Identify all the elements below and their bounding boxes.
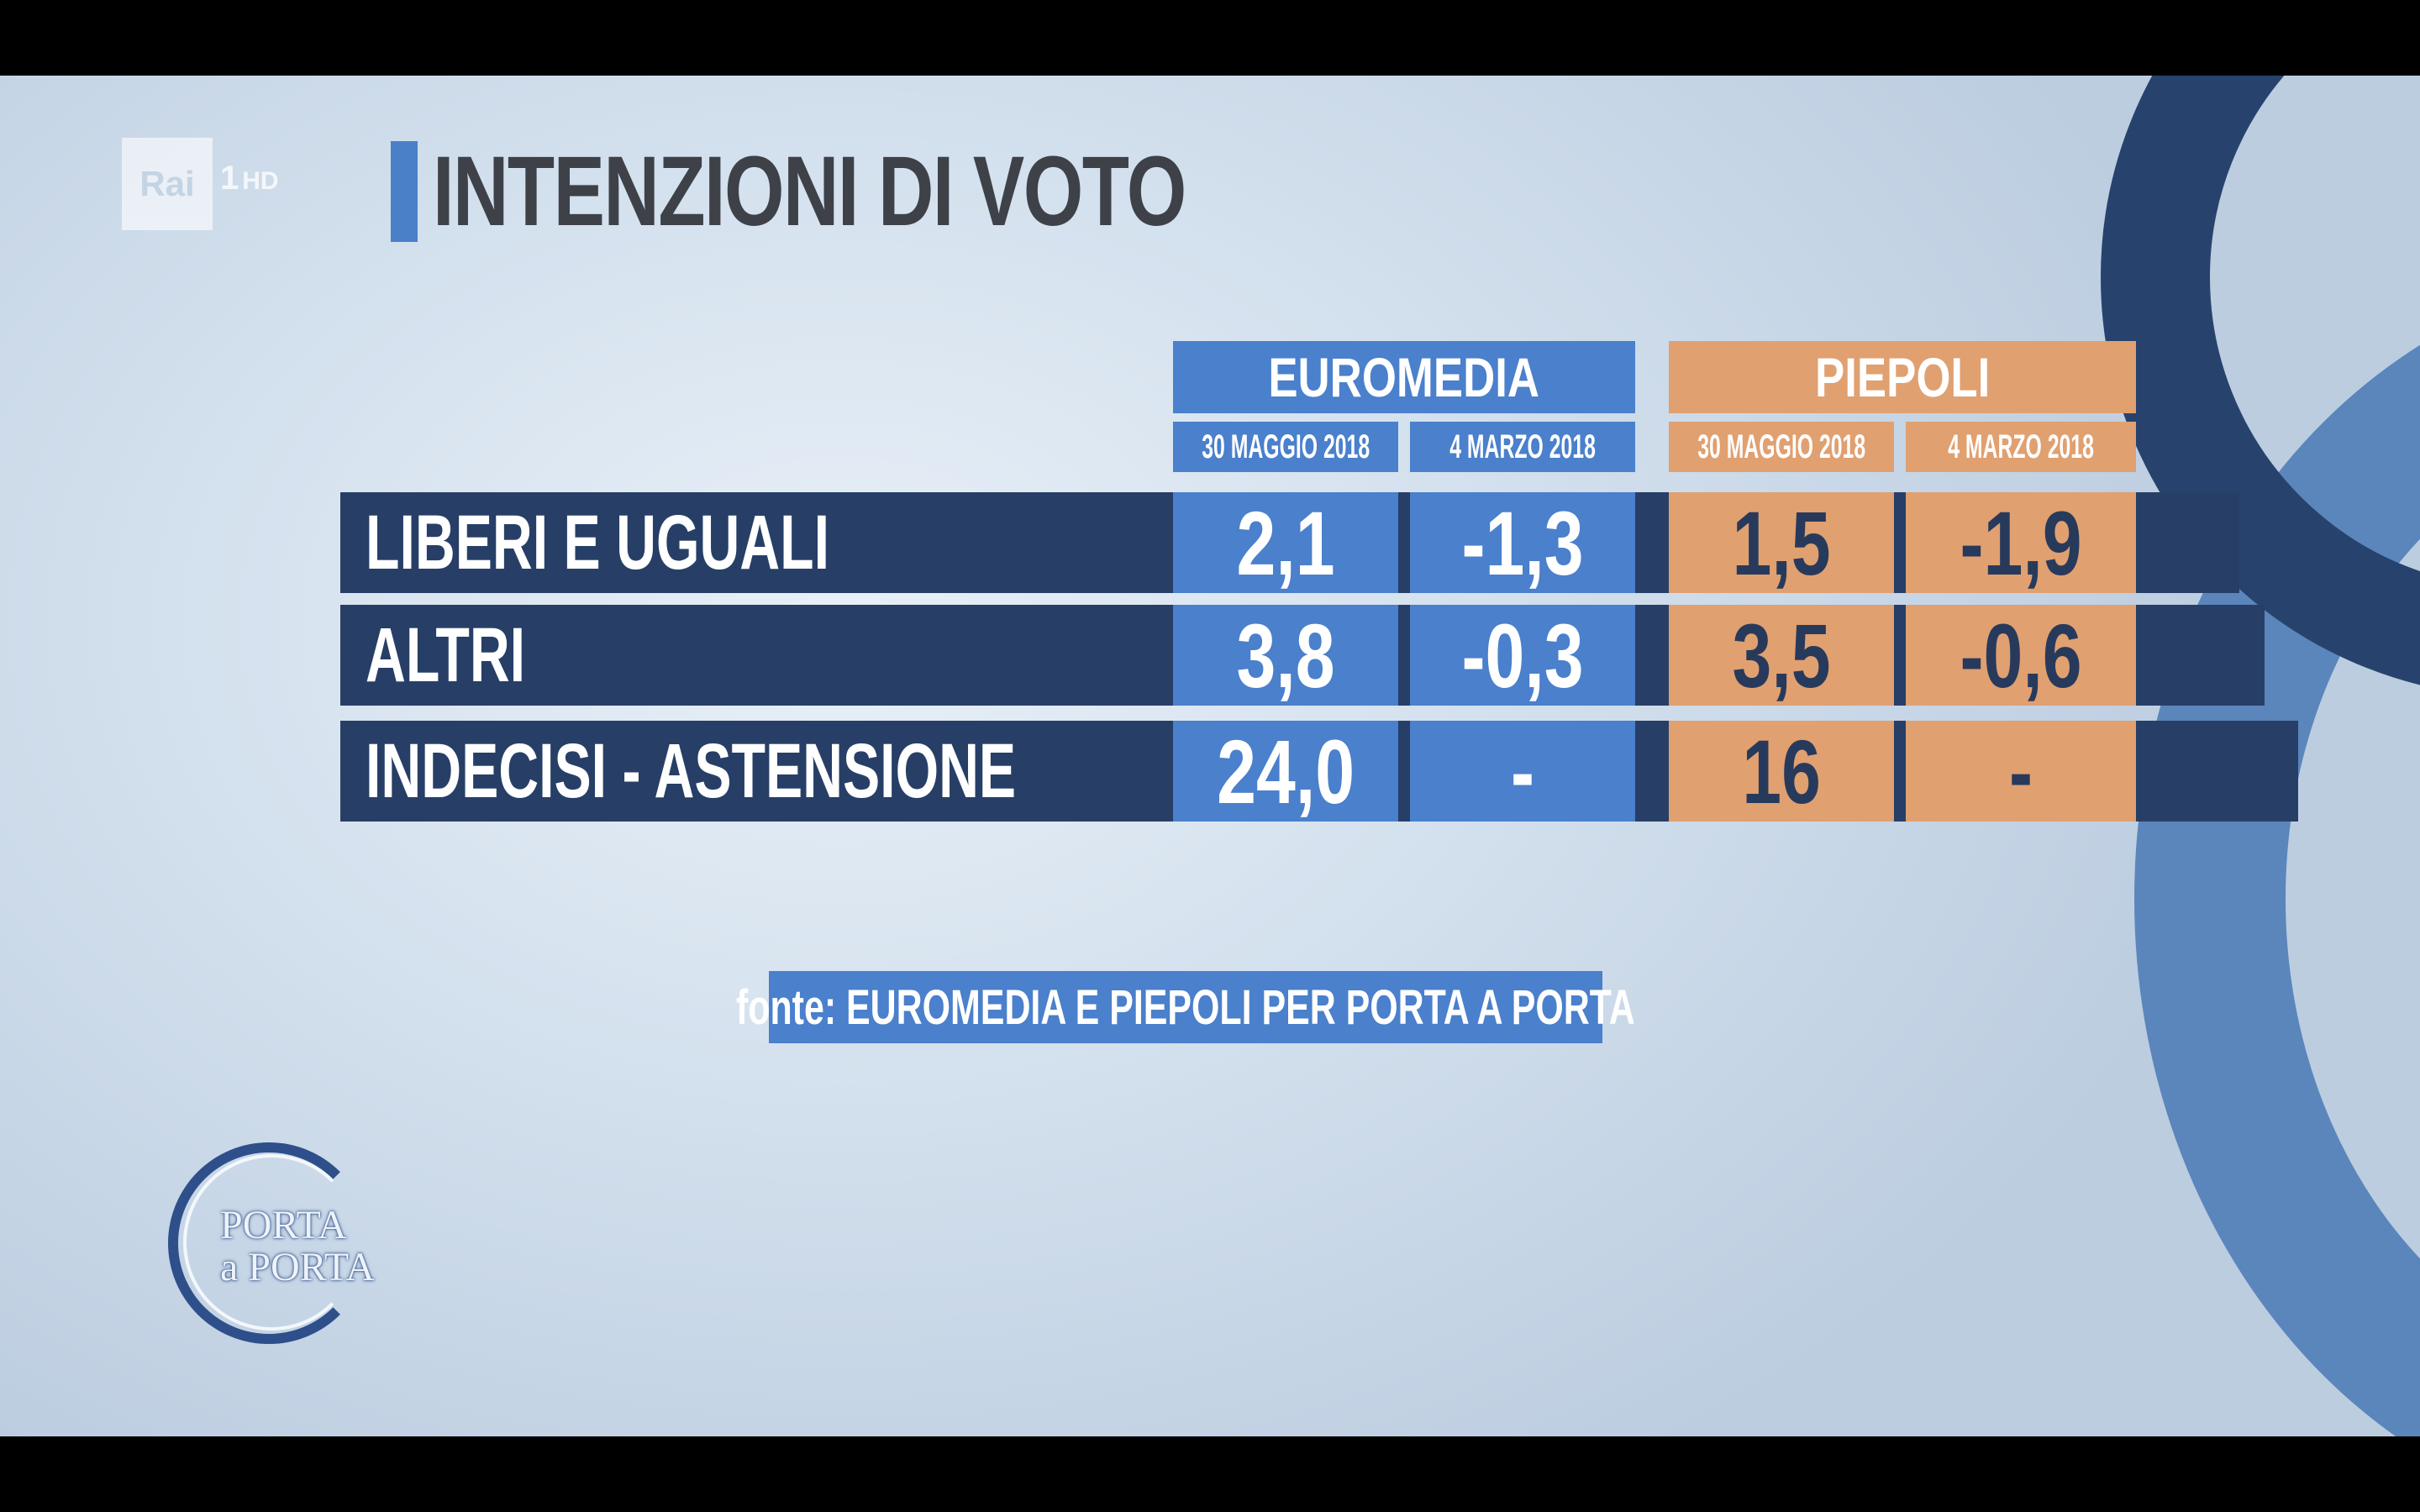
row-label: ALTRI — [366, 612, 526, 698]
value-piepoli-current: 1,5 — [1669, 492, 1894, 594]
logo-ring-inner — [183, 1154, 360, 1331]
broadcast-frame: Rai 1 HD INTENZIONI DI VOTO EUROMEDIA PIE… — [0, 76, 2420, 1436]
channel-quality: HD — [242, 167, 279, 195]
date-header-euromedia-previous: 4 MARZO 2018 — [1410, 422, 1635, 472]
source-text: fonte: EUROMEDIA E PIEPOLI PER PORTA A P… — [736, 979, 1635, 1035]
row-label: INDECISI - ASTENSIONE — [366, 727, 1017, 814]
rai-logo: Rai — [122, 138, 213, 230]
channel-number: 1 — [220, 160, 239, 197]
table-row: INDECISI - ASTENSIONE 24,0 - 16 - — [340, 721, 2298, 822]
page-title: INTENZIONI DI VOTO — [433, 136, 1186, 247]
value-piepoli-previous: -1,9 — [1906, 492, 2136, 594]
value-euromedia-previous: -1,3 — [1410, 492, 1635, 594]
value-piepoli-previous: -0,6 — [1906, 605, 2136, 706]
value-piepoli-previous: - — [1906, 721, 2136, 822]
table-row: LIBERI E UGUALI 2,1 -1,3 1,5 -1,9 — [340, 492, 2239, 594]
title-accent-bar — [391, 141, 418, 242]
rai-logo-text: Rai — [139, 164, 195, 203]
value-euromedia-previous: - — [1410, 721, 1635, 822]
logo-text: PORTA a PORTA — [220, 1205, 375, 1289]
pollster-header-euromedia: EUROMEDIA — [1173, 341, 1635, 413]
value-euromedia-current: 3,8 — [1173, 605, 1398, 706]
date-label: 30 MAGGIO 2018 — [1202, 428, 1370, 465]
logo-text-line1: PORTA — [220, 1203, 347, 1247]
value-euromedia-current: 2,1 — [1173, 492, 1398, 594]
pollster-header-piepoli: PIEPOLI — [1669, 341, 2136, 413]
porta-a-porta-logo: PORTA a PORTA — [168, 1142, 429, 1386]
channel-badge: 1 HD — [220, 160, 279, 197]
value-piepoli-current: 3,5 — [1669, 605, 1894, 706]
date-header-piepoli-current: 30 MAGGIO 2018 — [1669, 422, 1894, 472]
date-header-euromedia-current: 30 MAGGIO 2018 — [1173, 422, 1398, 472]
pollster-name: PIEPOLI — [1814, 346, 1991, 408]
value-euromedia-current: 24,0 — [1173, 721, 1398, 822]
date-label: 4 MARZO 2018 — [1449, 428, 1596, 465]
value-piepoli-current: 16 — [1669, 721, 1894, 822]
pollster-name: EUROMEDIA — [1268, 346, 1540, 408]
decorative-arc-dark — [2101, 76, 2420, 697]
value-euromedia-previous: -0,3 — [1410, 605, 1635, 706]
date-label: 30 MAGGIO 2018 — [1697, 428, 1865, 465]
source-caption: fonte: EUROMEDIA E PIEPOLI PER PORTA A P… — [736, 971, 1635, 1043]
table-row: ALTRI 3,8 -0,3 3,5 -0,6 — [340, 605, 2265, 706]
date-label: 4 MARZO 2018 — [1948, 428, 2094, 465]
date-header-piepoli-previous: 4 MARZO 2018 — [1906, 422, 2136, 472]
logo-text-line2: a PORTA — [220, 1245, 375, 1289]
row-label: LIBERI E UGUALI — [366, 499, 830, 585]
